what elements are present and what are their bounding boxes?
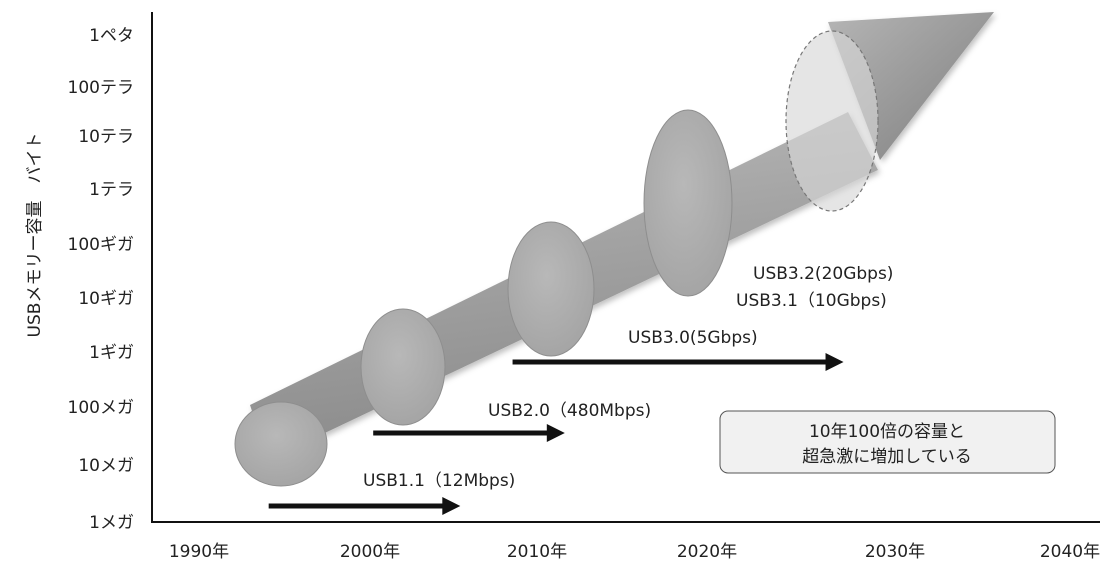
capacity-ellipse-future bbox=[785, 30, 879, 212]
usb-arrow-usb3-0 bbox=[512, 353, 844, 371]
y-tick-label: 1ペタ bbox=[89, 26, 134, 46]
capacity-ellipse-4 bbox=[643, 109, 733, 297]
y-axis-title: USBメモリー容量 バイト bbox=[25, 133, 45, 338]
usb-label-2-0: USB2.0（480Mbps) bbox=[488, 401, 651, 421]
y-tick-label: 10テラ bbox=[78, 127, 134, 147]
x-tick-label: 2010年 bbox=[507, 542, 567, 562]
y-tick-label: 100テラ bbox=[68, 78, 134, 98]
usb-label-1-1: USB1.1（12Mbps) bbox=[363, 471, 515, 491]
y-tick-label: 1メガ bbox=[89, 513, 134, 533]
capacity-ellipse-1 bbox=[234, 401, 328, 487]
x-tick-label: 1990年 bbox=[169, 542, 229, 562]
usb-label-3-0: USB3.0(5Gbps) bbox=[628, 328, 758, 348]
capacity-ellipse-2 bbox=[360, 308, 446, 426]
x-tick-labels: 1990年 2000年 2010年 2020年 2030年 2040年 bbox=[169, 542, 1100, 562]
y-tick-label: 1ギガ bbox=[89, 343, 134, 363]
note-line-2: 超急激に増加している bbox=[802, 447, 972, 467]
y-tick-labels: 1メガ 10メガ 100メガ 1ギガ 10ギガ 100ギガ 1テラ 10テラ 1… bbox=[68, 26, 134, 533]
usb-label-3-2: USB3.2(20Gbps) bbox=[753, 264, 893, 284]
usb-arrow-usb2-0 bbox=[373, 424, 565, 442]
y-tick-label: 10ギガ bbox=[78, 289, 134, 309]
note-line-1: 10年100倍の容量と bbox=[809, 422, 965, 442]
y-tick-label: 100ギガ bbox=[68, 235, 134, 255]
usb-label-3-1: USB3.1（10Gbps) bbox=[736, 291, 887, 311]
y-tick-label: 10メガ bbox=[78, 456, 134, 476]
x-tick-label: 2000年 bbox=[340, 542, 400, 562]
note-box: 10年100倍の容量と 超急激に増加している bbox=[719, 410, 1056, 474]
y-tick-label: 1テラ bbox=[89, 180, 134, 200]
x-tick-label: 2020年 bbox=[677, 542, 737, 562]
x-tick-label: 2030年 bbox=[865, 542, 925, 562]
x-tick-label: 2040年 bbox=[1040, 542, 1100, 562]
capacity-ellipse-3 bbox=[507, 221, 595, 357]
y-tick-label: 100メガ bbox=[68, 398, 134, 418]
usb-version-arrows bbox=[268, 353, 844, 515]
usb-arrow-usb1-1 bbox=[268, 497, 461, 515]
